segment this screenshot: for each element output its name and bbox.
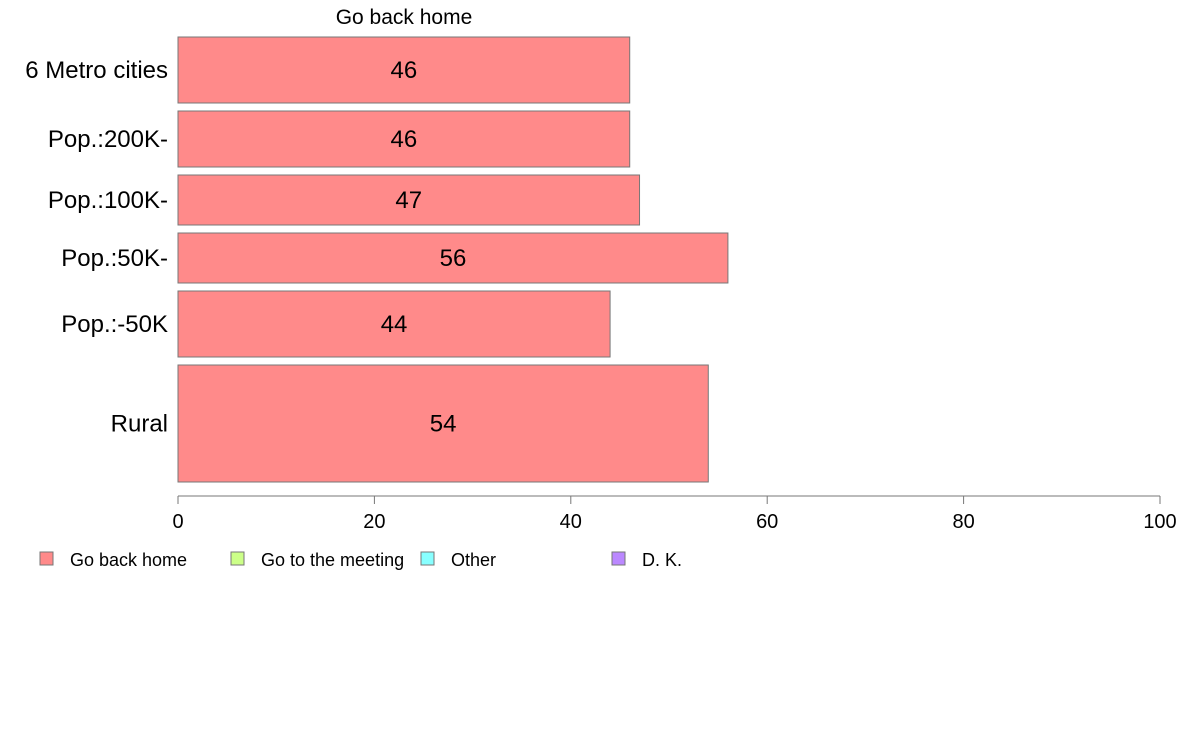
x-tick-label: 80: [952, 511, 974, 533]
legend-label: Go to the meeting: [261, 550, 404, 570]
bar: [177, 290, 611, 358]
legend-swatch: [39, 551, 54, 566]
x-tick-label: 20: [363, 511, 385, 533]
category-label: Pop.:200K-: [48, 126, 168, 153]
category-label: 6 Metro cities: [25, 57, 168, 84]
bar: [177, 36, 631, 104]
bar: [177, 364, 709, 483]
legend-swatch: [230, 551, 245, 566]
data-label: 46: [391, 57, 418, 84]
bar: [177, 174, 641, 226]
category-label: Pop.:50K-: [61, 245, 168, 272]
data-label: 54: [430, 411, 457, 438]
legend-label: Go back home: [70, 550, 187, 570]
chart-title: Go back home: [336, 6, 473, 29]
legend-label: D. K.: [642, 550, 682, 570]
legend-swatch: [611, 551, 626, 566]
legend-label: Other: [451, 550, 496, 570]
category-label: Pop.:-50K: [61, 311, 168, 338]
data-label: 46: [391, 126, 418, 153]
x-axis: 0 20 40 60 80 100: [172, 495, 1177, 533]
data-label: 44: [381, 311, 408, 338]
data-label: 47: [395, 187, 422, 214]
bar: [177, 110, 631, 168]
category-label: Pop.:100K-: [48, 187, 168, 214]
legend-swatch: [420, 551, 435, 566]
data-label: 56: [440, 245, 467, 272]
category-label: Rural: [111, 411, 168, 438]
bars-group: 46 6 Metro cities 46 Pop.:200K- 47 Pop.:100K-…: [25, 36, 729, 483]
bar: [177, 232, 729, 284]
x-tick-label: 0: [172, 511, 183, 533]
x-tick-label: 60: [756, 511, 778, 533]
legend: Go back home Go to the meeting Other D. K.: [39, 550, 682, 570]
x-tick-label: 100: [1143, 511, 1176, 533]
x-tick-label: 40: [560, 511, 582, 533]
